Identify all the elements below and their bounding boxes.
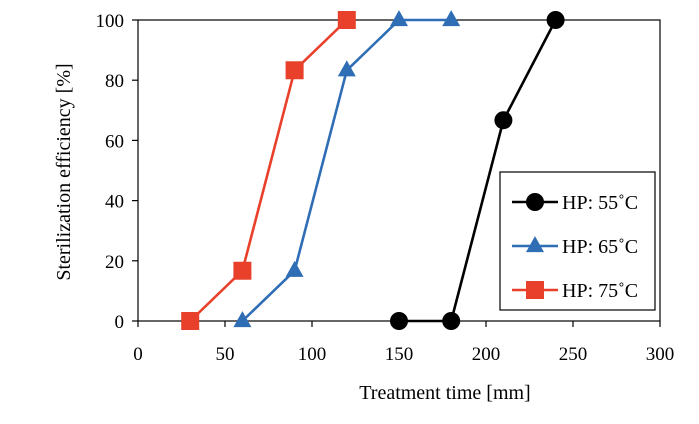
legend-marker (526, 281, 544, 299)
legend-marker (526, 236, 544, 253)
data-point (233, 311, 252, 328)
data-point (181, 312, 200, 330)
data-point (233, 261, 252, 280)
legend-label: HP: 75˚C (562, 280, 638, 302)
y-tick-label: 100 (96, 11, 125, 32)
y-axis-label: Sterilization efficiency [%] (53, 63, 75, 280)
legend-box (499, 171, 656, 311)
series-triangle (233, 10, 461, 328)
series-line (399, 19, 557, 323)
data-point (390, 312, 408, 330)
y-tick-label: 20 (105, 252, 124, 273)
data-point (442, 10, 461, 27)
legend-label: HP: 65˚C (562, 236, 638, 258)
y-axis: 0 20 40 60 80 100 (96, 11, 138, 333)
legend-marker (526, 193, 544, 211)
data-point (390, 10, 408, 27)
data-point (337, 11, 356, 29)
data-point (442, 312, 461, 330)
x-tick-label: 0 (133, 344, 143, 365)
x-tick-label: 200 (472, 344, 501, 365)
y-tick-label: 40 (105, 192, 124, 213)
y-tick-label: 80 (105, 71, 124, 92)
y-tick-label: 60 (105, 131, 124, 152)
data-point (285, 61, 304, 80)
x-tick-label: 250 (559, 344, 588, 365)
x-axis-label: Treatment time [mm] (359, 382, 530, 404)
legend-label: HP: 55˚C (562, 192, 638, 214)
data-point (494, 111, 513, 130)
series-layer (181, 10, 565, 330)
series-line (189, 19, 348, 322)
x-tick-label: 50 (216, 344, 235, 365)
series-square (181, 11, 356, 330)
data-point (337, 60, 356, 77)
data-point (546, 11, 565, 29)
x-tick-label: 150 (385, 344, 414, 365)
series-circle (390, 11, 565, 330)
legend: HP: 55˚C HP: 65˚C HP: 75˚C (499, 171, 656, 311)
data-point (285, 260, 304, 277)
x-tick-label: 300 (646, 344, 675, 365)
x-axis: 0 50 100 150 200 250 300 (133, 321, 674, 365)
y-tick-label: 0 (115, 312, 125, 333)
x-tick-label: 100 (298, 344, 327, 365)
